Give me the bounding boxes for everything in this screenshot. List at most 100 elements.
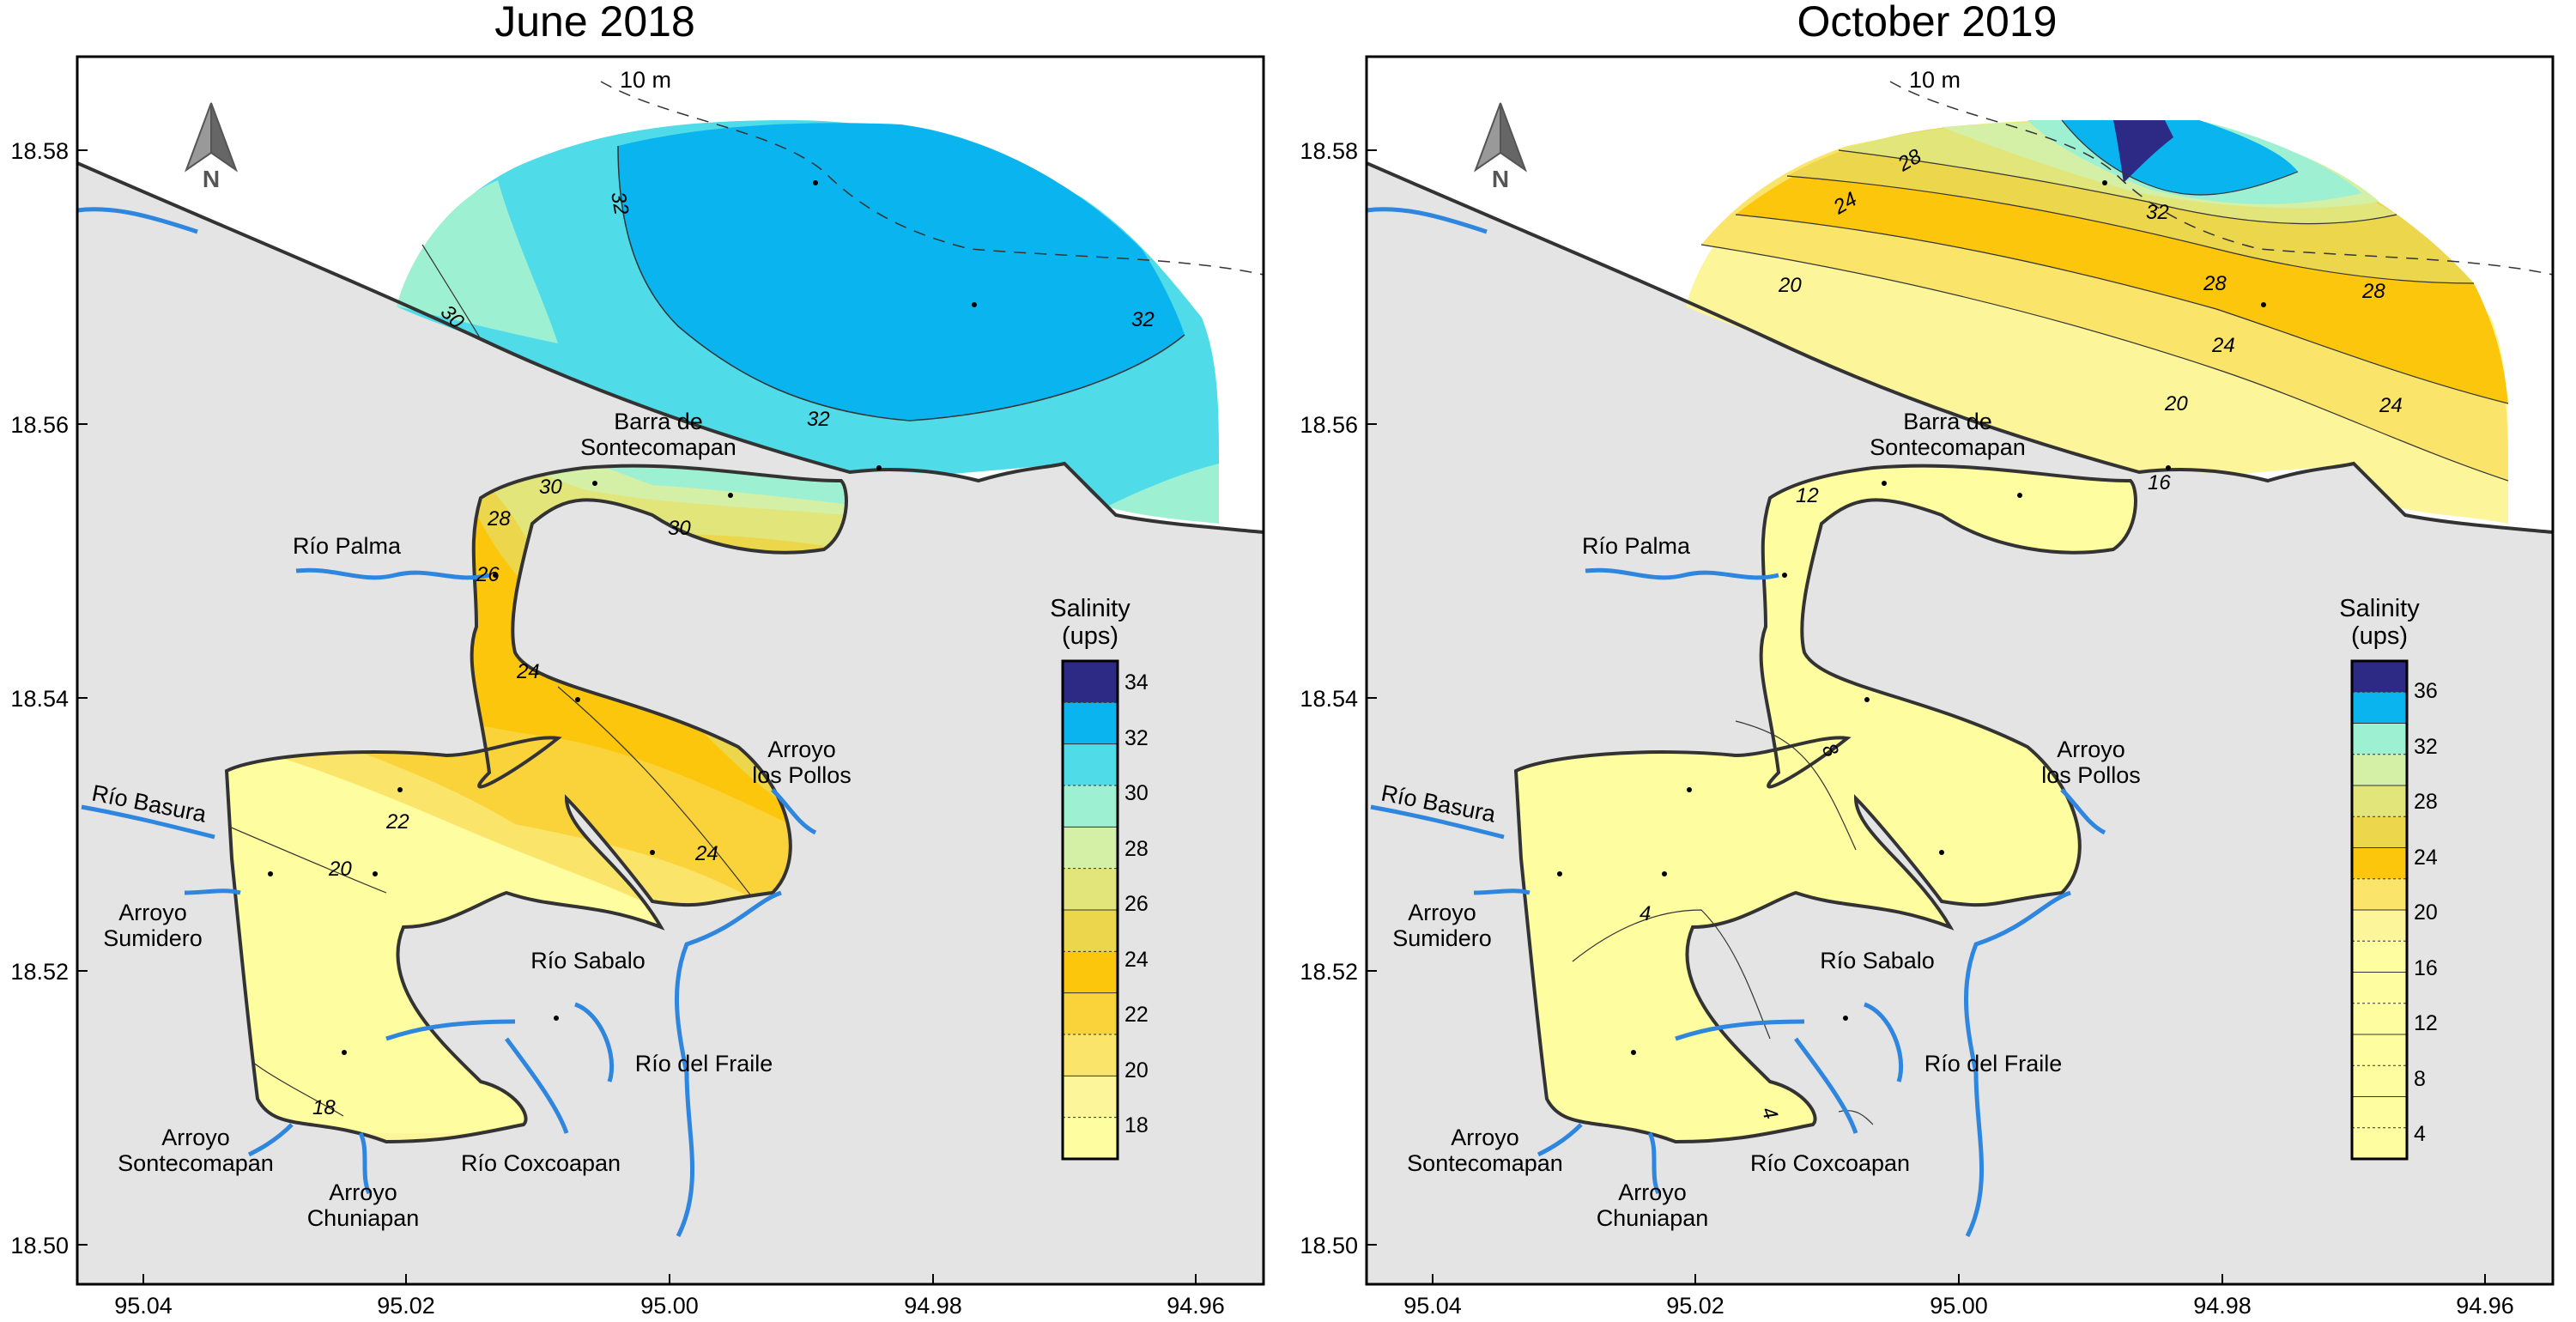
x-tick-label: 94.98 bbox=[2193, 1293, 2252, 1318]
legend-band bbox=[2352, 972, 2407, 1004]
legend-title-line1: Salinity bbox=[2339, 595, 2420, 622]
legend-band bbox=[1063, 951, 1118, 994]
place-arroyo-chuniapan-line1: Arroyo bbox=[329, 1179, 397, 1205]
legend-color-bar bbox=[1063, 661, 1118, 1160]
place-arroyo-chuniapan-line2: Chuniapan bbox=[307, 1205, 420, 1231]
legend-band bbox=[2352, 785, 2407, 817]
y-tick-label: 18.56 bbox=[1300, 412, 1358, 438]
place-arroyo-sumidero-line1: Arroyo bbox=[1408, 900, 1476, 925]
panel-october-2019: October 2019 bbox=[1300, 0, 2555, 1319]
place-names: Barra de Sontecomapan Río Palma Arroyo l… bbox=[1379, 409, 2141, 1231]
x-axis: 95.04 95.02 95.00 94.98 94.96 bbox=[114, 1274, 1225, 1319]
contour-label: 24 bbox=[694, 842, 718, 865]
legend-tick-label: 22 bbox=[1124, 1003, 1149, 1027]
legend-tick-label: 30 bbox=[1124, 781, 1149, 805]
place-arroyo-sumidero-line1: Arroyo bbox=[118, 900, 187, 925]
legend-band bbox=[2352, 847, 2407, 880]
legend-band bbox=[1063, 868, 1118, 911]
isobath-10m bbox=[600, 81, 1264, 276]
panel-title: June 2018 bbox=[494, 0, 695, 45]
contour-label: 32 bbox=[606, 190, 633, 216]
legend-title-line1: Salinity bbox=[1050, 595, 1130, 622]
legend-band bbox=[1063, 910, 1118, 952]
contour-label: 30 bbox=[668, 517, 691, 540]
place-rio-palma: Río Palma bbox=[1582, 533, 1691, 559]
legend-band bbox=[2352, 1034, 2407, 1066]
legend-color-bar bbox=[2352, 661, 2407, 1160]
place-arroyo-chuniapan-line1: Arroyo bbox=[1618, 1179, 1687, 1205]
contour-label: 4 bbox=[1640, 902, 1651, 925]
panel-june-2018: June 2018 bbox=[10, 0, 1265, 1319]
x-tick-label: 95.04 bbox=[1403, 1293, 1462, 1318]
legend-band bbox=[1063, 827, 1118, 870]
legend-band bbox=[2352, 723, 2407, 755]
y-tick-label: 18.58 bbox=[1300, 138, 1358, 164]
legend-band bbox=[1063, 702, 1118, 745]
x-tick-label: 94.96 bbox=[1167, 1293, 1225, 1318]
coastline bbox=[77, 161, 1264, 534]
x-tick-label: 94.98 bbox=[904, 1293, 962, 1318]
legend-band bbox=[2352, 816, 2407, 848]
legend-tick-label: 32 bbox=[2414, 735, 2438, 759]
place-names: Barra de Sontecomapan Río Palma Arroyo l… bbox=[90, 409, 852, 1231]
y-tick-label: 18.50 bbox=[1300, 1233, 1358, 1258]
legend-band bbox=[2352, 1003, 2407, 1035]
place-barra-line1: Barra de bbox=[614, 409, 703, 434]
legend-tick-label: 26 bbox=[1124, 892, 1149, 916]
contour-label: 20 bbox=[2164, 392, 2188, 415]
contour-label: 12 bbox=[1796, 484, 1819, 507]
north-arrow: N bbox=[184, 102, 239, 192]
sea-salinity bbox=[1686, 119, 2509, 524]
place-rio-sabalo: Río Sabalo bbox=[530, 948, 646, 973]
sampling-stations bbox=[268, 180, 977, 1055]
contour-label: 28 bbox=[2361, 280, 2385, 303]
x-tick-label: 94.96 bbox=[2456, 1293, 2514, 1318]
place-arroyo-pollos-line2: los Pollos bbox=[2041, 762, 2141, 788]
contour-label: 18 bbox=[312, 1096, 336, 1119]
place-arroyo-sontecomapan-line2: Sontecomapan bbox=[118, 1150, 274, 1176]
y-tick-label: 18.52 bbox=[1300, 959, 1358, 985]
legend-band bbox=[2352, 1127, 2407, 1160]
legend-tick-label: 8 bbox=[2414, 1067, 2426, 1091]
place-arroyo-sontecomapan-line2: Sontecomapan bbox=[1407, 1150, 1563, 1176]
contour-label: 26 bbox=[476, 563, 500, 586]
north-label: N bbox=[1492, 166, 1509, 192]
place-arroyo-chuniapan-line2: Chuniapan bbox=[1597, 1205, 1709, 1231]
legend-tick-label: 34 bbox=[1124, 670, 1149, 694]
place-barra-line2: Sontecomapan bbox=[580, 434, 736, 460]
contour-label: 20 bbox=[1778, 274, 1802, 297]
y-tick-label: 18.58 bbox=[10, 138, 69, 164]
legend-tick-label: 28 bbox=[1124, 837, 1149, 861]
place-rio-coxcoapan: Río Coxcoapan bbox=[1750, 1150, 1910, 1176]
legend-band bbox=[1063, 743, 1118, 786]
legend-band bbox=[1063, 661, 1118, 703]
place-barra-line1: Barra de bbox=[1903, 409, 1992, 434]
legend-tick-label: 18 bbox=[1124, 1113, 1149, 1137]
isobath-10m bbox=[1889, 81, 2553, 276]
legend-band bbox=[1063, 1117, 1118, 1160]
rivers bbox=[77, 207, 817, 1238]
contour-label: 16 bbox=[2148, 471, 2171, 494]
north-arrow: N bbox=[1473, 102, 1528, 192]
legend-band bbox=[2352, 754, 2407, 786]
legend-band bbox=[2352, 1096, 2407, 1129]
north-label: N bbox=[203, 166, 220, 192]
place-rio-fraile: Río del Fraile bbox=[1924, 1051, 2063, 1076]
place-arroyo-sontecomapan-line1: Arroyo bbox=[161, 1125, 230, 1150]
y-tick-label: 18.56 bbox=[10, 412, 69, 438]
legend-band bbox=[1063, 785, 1118, 828]
coastline bbox=[1367, 161, 2553, 534]
contour-label: 24 bbox=[2211, 334, 2235, 357]
legend-tick-label: 16 bbox=[2414, 956, 2438, 980]
legend: Salinity (ups) 34 32 30 28 26 24 22 20 1… bbox=[1050, 595, 1149, 1161]
y-tick-label: 18.50 bbox=[10, 1233, 69, 1258]
place-rio-fraile: Río del Fraile bbox=[635, 1051, 773, 1076]
place-rio-sabalo: Río Sabalo bbox=[1820, 948, 1935, 973]
legend-band bbox=[2352, 941, 2407, 973]
legend-tick-label: 36 bbox=[2414, 679, 2438, 703]
legend-tick-label: 24 bbox=[2414, 846, 2438, 870]
contour-label: 24 bbox=[516, 660, 540, 683]
legend-tick-label: 24 bbox=[1124, 948, 1149, 972]
